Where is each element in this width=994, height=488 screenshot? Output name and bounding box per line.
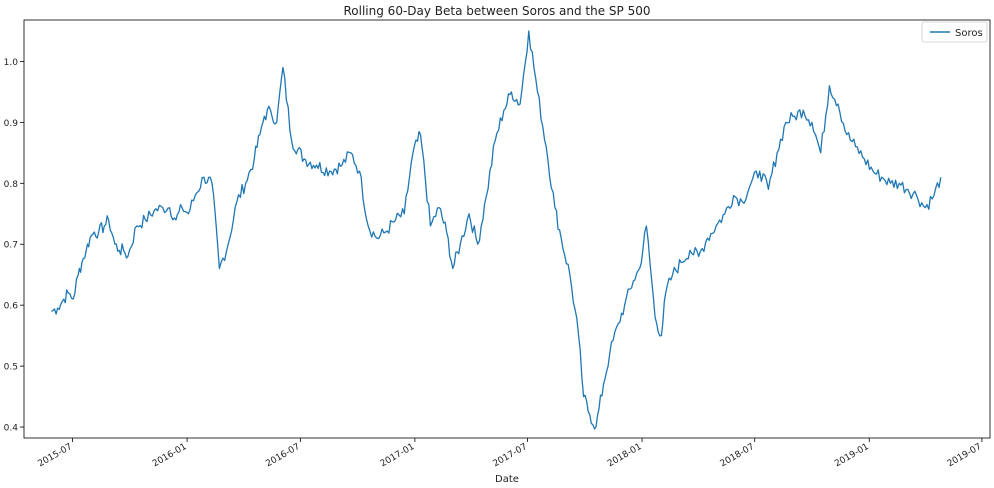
chart-title: Rolling 60-Day Beta between Soros and th… [344,4,651,18]
x-tick-label-1: 2016-01 [151,442,189,469]
y-axis: 0.4 0.5 0.6 0.7 0.8 0.9 1.0 [4,58,24,434]
x-tick-label-5: 2018-01 [606,442,644,469]
y-tick-label-6: 1.0 [4,58,19,68]
y-tick-label-4: 0.8 [4,180,19,190]
x-tick-label-2: 2016-07 [264,442,302,469]
y-tick-label-5: 0.9 [4,119,19,129]
y-tick-label-3: 0.7 [4,241,18,251]
legend-box [921,21,988,43]
x-tick-label-0: 2015-07 [36,442,74,469]
x-tick-label-6: 2018-07 [719,442,757,469]
x-tick-label-4: 2017-07 [491,442,529,469]
y-tick-label-0: 0.4 [4,424,19,434]
y-tick-label-2: 0.6 [4,302,19,312]
x-tick-label-3: 2017-01 [379,442,417,469]
x-axis-label: Date [495,474,519,484]
y-tick-label-1: 0.5 [4,363,18,373]
plot-area [51,30,942,430]
x-tick-label-7: 2019-01 [833,442,871,469]
series-line-soros [51,30,942,430]
plot-frame [23,19,991,439]
x-tick-label-8: 2019-07 [946,442,984,469]
x-axis: 2015-07 2016-01 2016-07 2017-01 2017-07 2018-… [36,438,983,469]
legend: Soros [921,21,988,43]
legend-label: Soros [955,28,983,39]
